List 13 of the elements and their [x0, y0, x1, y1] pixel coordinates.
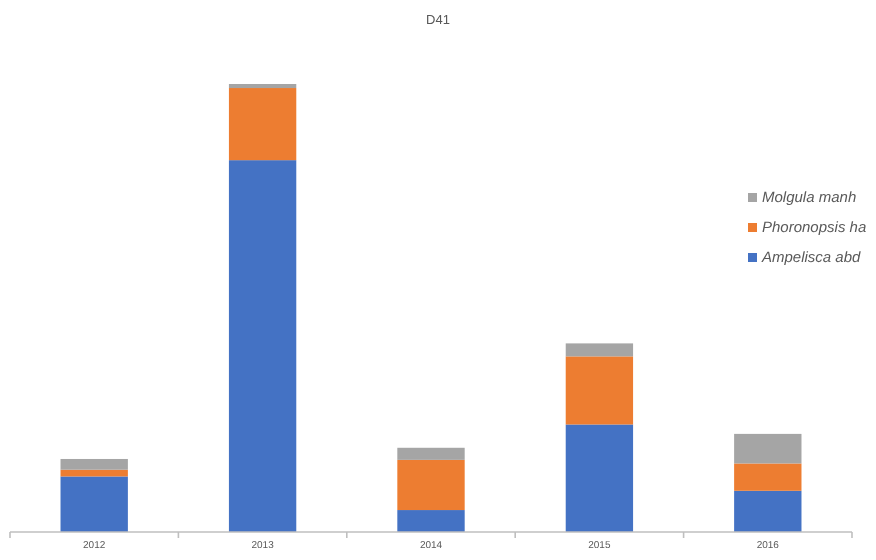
bar [60, 476, 128, 532]
bar [228, 88, 297, 161]
bar [397, 447, 465, 460]
bar [734, 463, 802, 491]
bar [734, 433, 802, 464]
bar [397, 459, 465, 511]
bar [397, 510, 465, 532]
bar [565, 343, 634, 357]
bar [565, 424, 634, 532]
bar [228, 160, 297, 532]
bar [565, 356, 634, 425]
bar [734, 490, 802, 532]
bar [60, 458, 128, 470]
